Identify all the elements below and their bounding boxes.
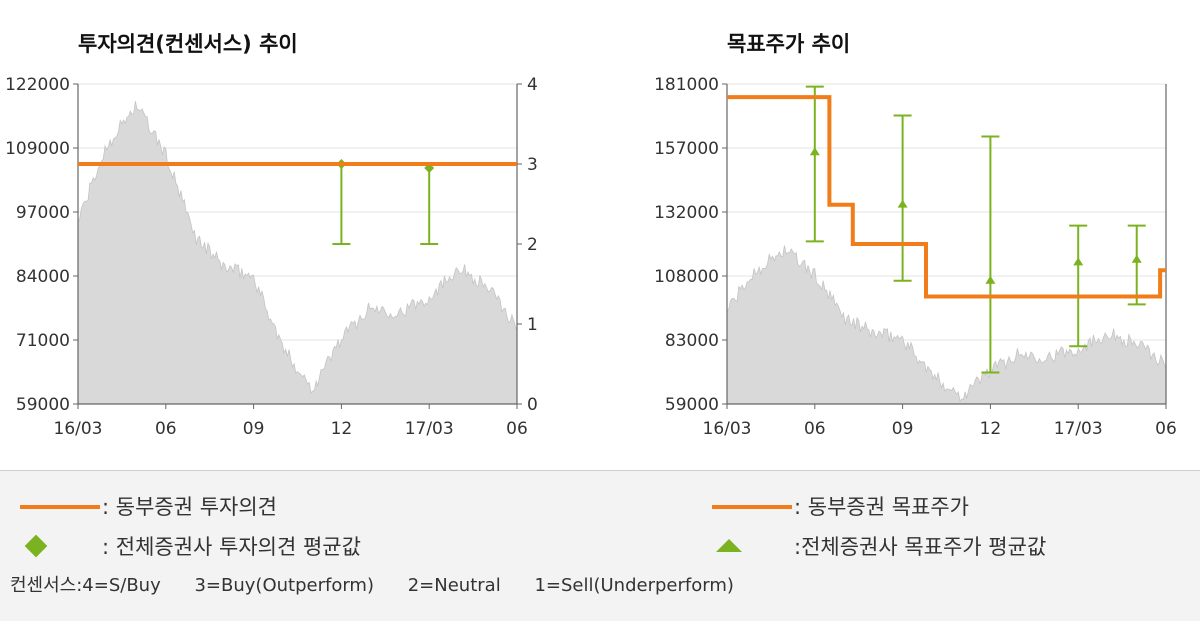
diamond-icon	[24, 534, 48, 558]
y2-tick-label: 3	[527, 155, 538, 175]
y-tick-label: 109000	[5, 139, 70, 159]
triangle-icon	[716, 539, 742, 552]
avg-triangle	[1131, 254, 1142, 263]
y-tick-label: 181000	[654, 75, 719, 95]
y-tick-label: 97000	[16, 203, 70, 223]
charts-canvas: 122000 109000 97000 84000 71000 59000 16/03 06 0…	[5, 75, 1177, 439]
y-tick-label: 132000	[654, 203, 719, 223]
x-tick-label: 12	[331, 419, 353, 439]
y2-tick-label: 0	[527, 395, 538, 415]
consensus-item: 1=Sell(Underperform)	[534, 575, 734, 596]
x-tick-label: 16/03	[703, 419, 752, 439]
y-tick-label: 157000	[654, 139, 719, 159]
consensus-item: 3=Buy(Outperform)	[194, 575, 374, 596]
y-tick-label: 122000	[5, 75, 70, 95]
x-tick-label: 17/03	[1054, 419, 1103, 439]
y-tick-label: 83000	[665, 331, 719, 351]
target-chart-title: 목표주가 추이	[727, 32, 851, 56]
y-tick-label: 59000	[665, 395, 719, 415]
opinion-line-swatch	[20, 505, 100, 509]
y-tick-label: 84000	[16, 267, 70, 287]
x-tick-label: 06	[804, 419, 826, 439]
y-tick-label: 108000	[654, 267, 719, 287]
target-line-swatch	[712, 505, 792, 509]
consensus-item: 컨센서스:4=S/Buy	[10, 575, 161, 596]
opinion-chart-title: 투자의견(컨센서스) 추이	[78, 32, 298, 56]
x-tick-label: 09	[243, 419, 265, 439]
x-tick-label: 17/03	[405, 419, 454, 439]
x-tick-label: 06	[155, 419, 177, 439]
y2-tick-label: 1	[527, 315, 538, 335]
x-tick-label: 06	[506, 419, 528, 439]
avg-triangle	[985, 275, 996, 284]
y2-tick-label: 4	[527, 75, 538, 95]
legend: : 동부증권 투자의견 : 전체증권사 투자의견 평균값 : 동부증권 목표주가…	[0, 470, 1200, 621]
x-tick-label: 06	[1155, 419, 1177, 439]
x-tick-label: 16/03	[54, 419, 103, 439]
price-area	[77, 101, 518, 405]
y-tick-label: 71000	[16, 331, 70, 351]
x-tick-label: 12	[980, 419, 1002, 439]
legend-opinion-line: : 동부증권 투자의견	[102, 495, 277, 519]
avg-triangle	[809, 147, 820, 156]
legend-target-avg: :전체증권사 목표주가 평균값	[794, 535, 1047, 559]
price-area	[726, 245, 1167, 405]
y-tick-label: 59000	[16, 395, 70, 415]
consensus-scale: 컨센서스:4=S/Buy 3=Buy(Outperform) 2=Neutral…	[10, 571, 762, 597]
avg-triangle	[897, 199, 908, 208]
consensus-item: 2=Neutral	[407, 575, 501, 596]
y2-tick-label: 2	[527, 235, 538, 255]
avg-triangle	[1073, 257, 1084, 266]
target-price-line	[727, 95, 1166, 299]
legend-target-line: : 동부증권 목표주가	[794, 495, 969, 519]
legend-opinion-avg: : 전체증권사 투자의견 평균값	[102, 535, 361, 559]
x-tick-label: 09	[892, 419, 914, 439]
